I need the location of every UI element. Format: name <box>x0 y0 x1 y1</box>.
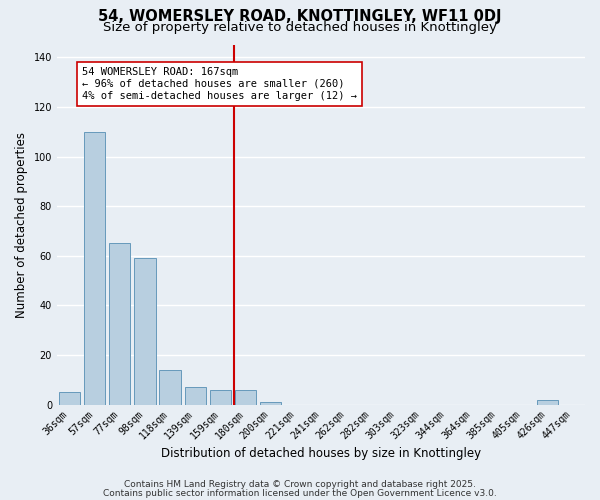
Bar <box>536 400 558 404</box>
Y-axis label: Number of detached properties: Number of detached properties <box>15 132 28 318</box>
Bar <box>134 258 155 404</box>
Text: Contains HM Land Registry data © Crown copyright and database right 2025.: Contains HM Land Registry data © Crown c… <box>124 480 476 489</box>
Bar <box>235 390 256 404</box>
Text: 54, WOMERSLEY ROAD, KNOTTINGLEY, WF11 0DJ: 54, WOMERSLEY ROAD, KNOTTINGLEY, WF11 0D… <box>98 9 502 24</box>
Bar <box>160 370 181 404</box>
Bar <box>260 402 281 404</box>
Bar <box>185 387 206 404</box>
X-axis label: Distribution of detached houses by size in Knottingley: Distribution of detached houses by size … <box>161 447 481 460</box>
Bar <box>209 390 231 404</box>
Bar <box>59 392 80 404</box>
Bar <box>84 132 106 404</box>
Bar <box>109 244 130 404</box>
Text: Size of property relative to detached houses in Knottingley: Size of property relative to detached ho… <box>103 21 497 34</box>
Text: 54 WOMERSLEY ROAD: 167sqm
← 96% of detached houses are smaller (260)
4% of semi-: 54 WOMERSLEY ROAD: 167sqm ← 96% of detac… <box>82 68 357 100</box>
Text: Contains public sector information licensed under the Open Government Licence v3: Contains public sector information licen… <box>103 490 497 498</box>
